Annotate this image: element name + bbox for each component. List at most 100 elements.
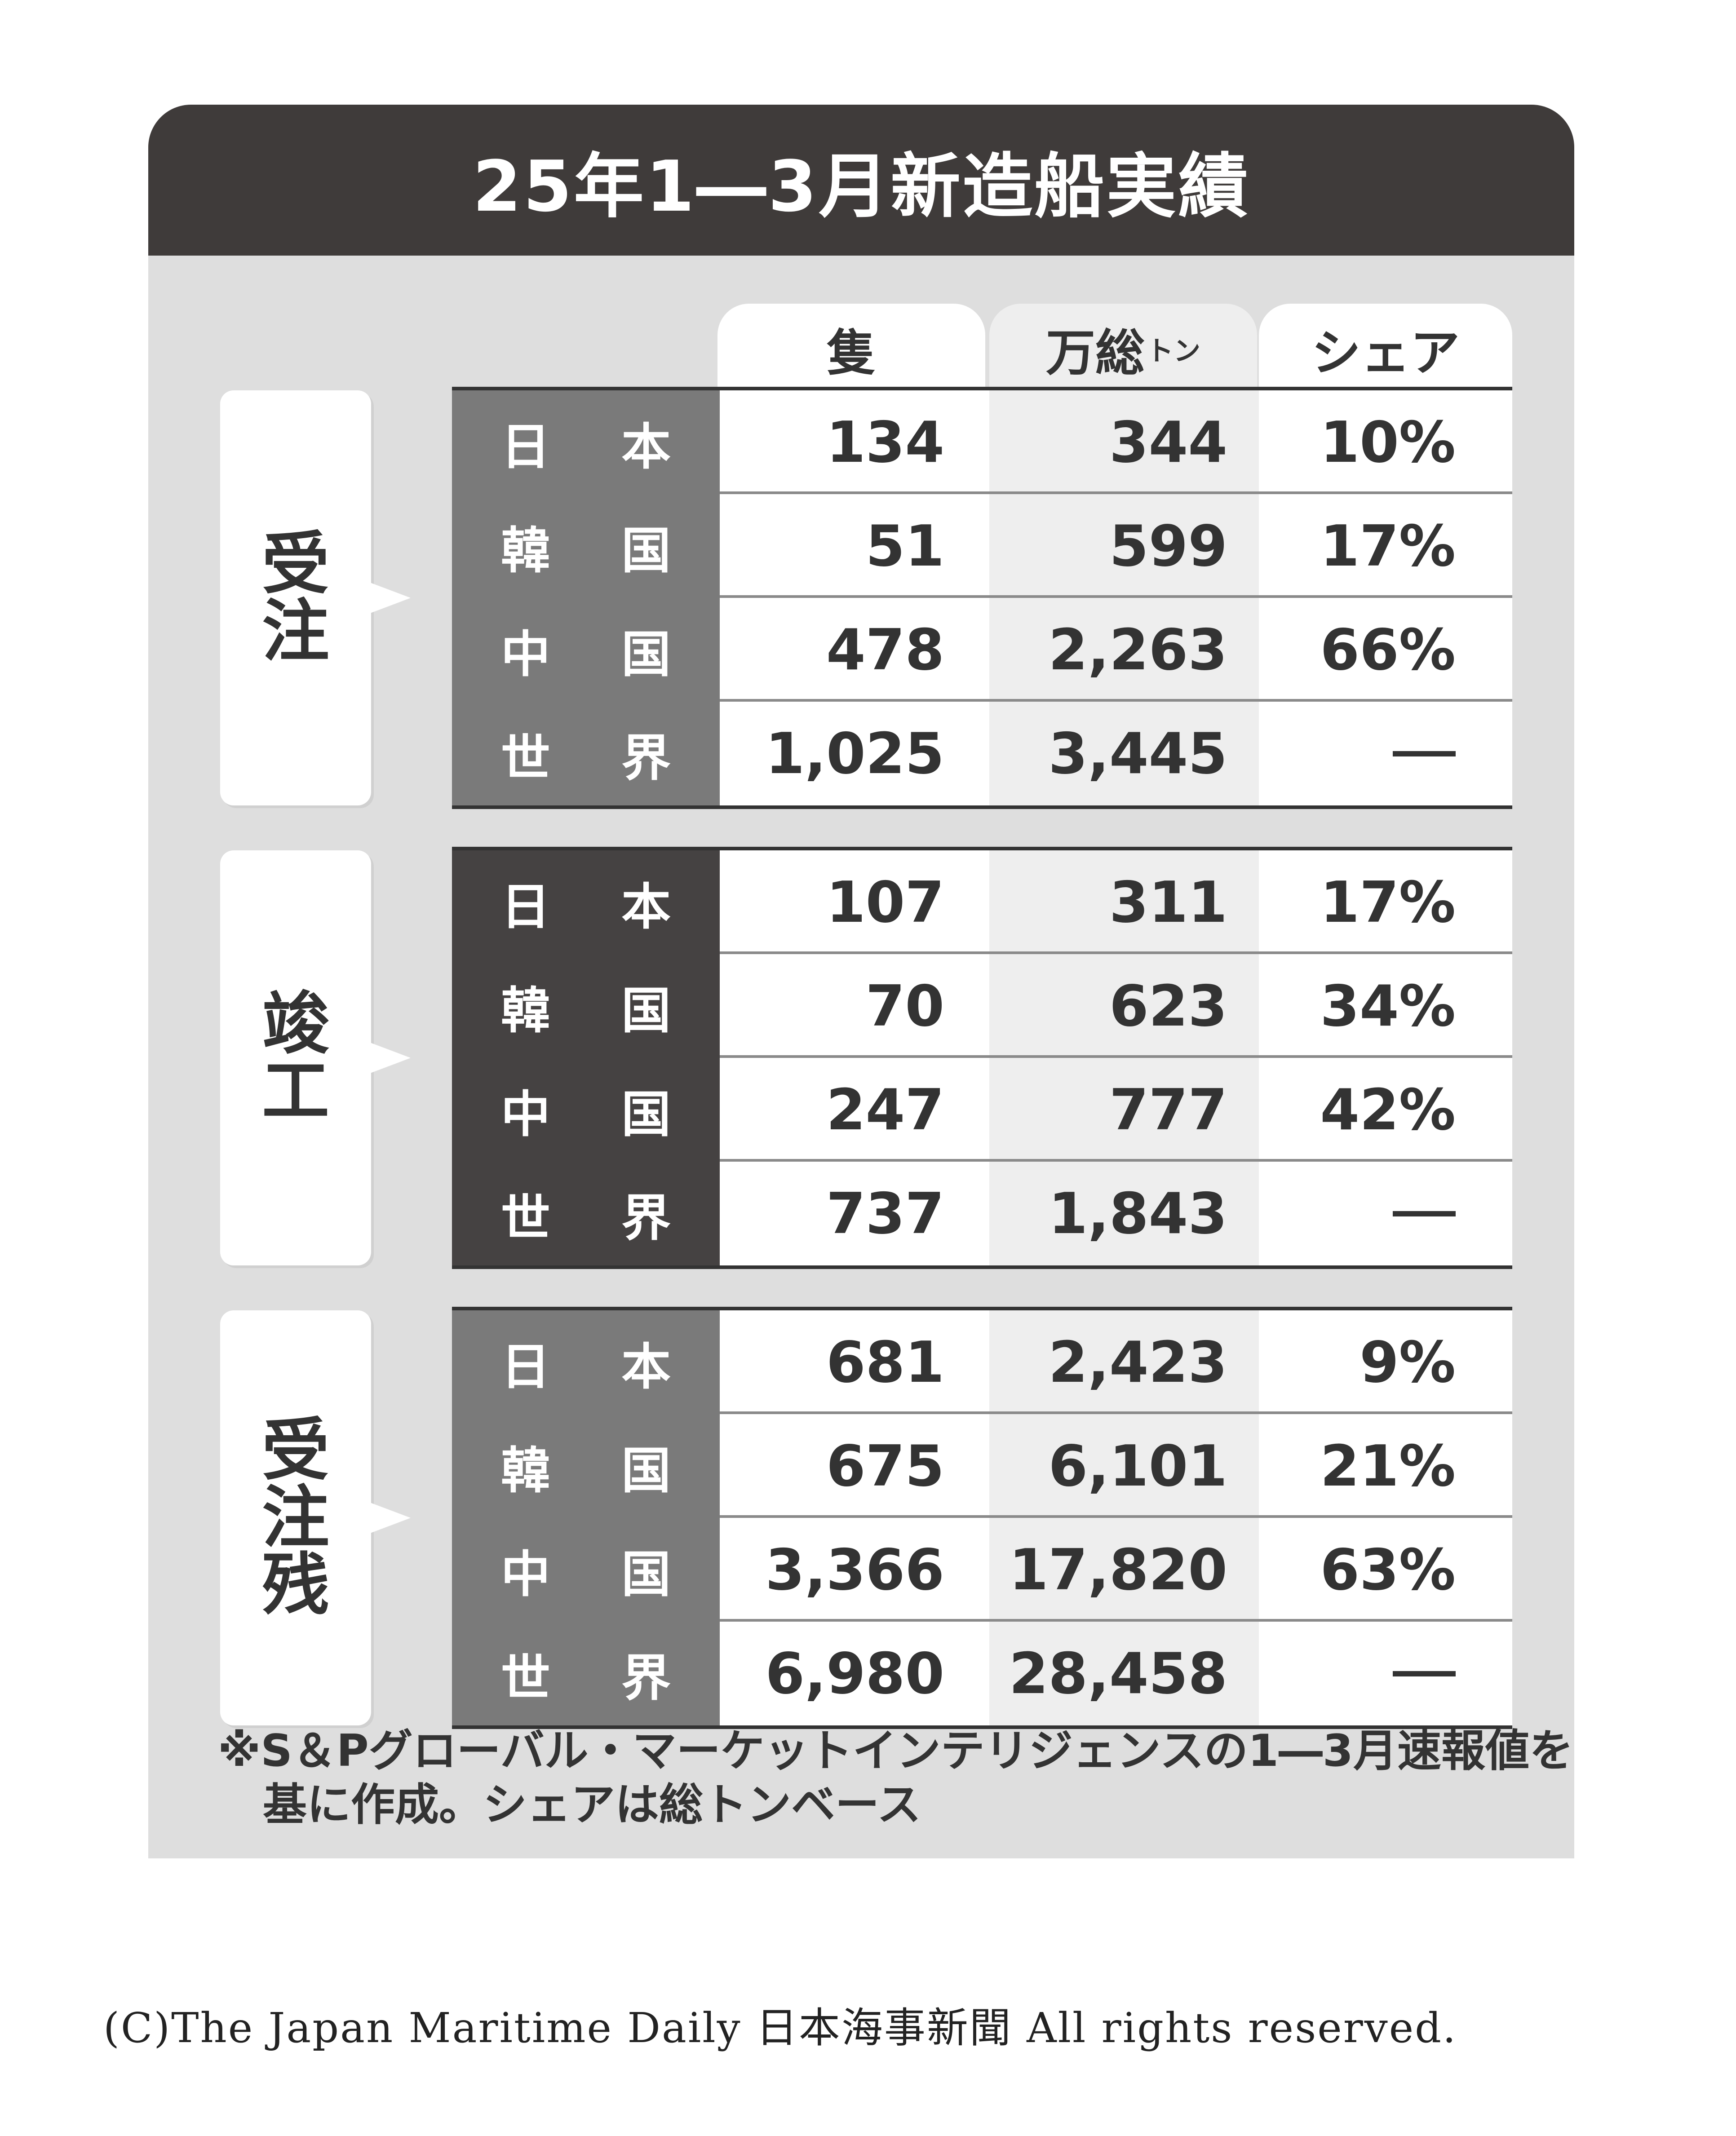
row-country: 韓 国 [452, 1414, 720, 1518]
cell-vessels: 70 [720, 954, 989, 1058]
table-row: 韓 国 675 6,101 21% [452, 1414, 1512, 1518]
row-divider [720, 951, 1512, 954]
cell-gt: 3,445 [989, 702, 1259, 805]
section-bottom-rule [452, 1265, 1512, 1269]
section-top-rule [452, 1307, 1512, 1310]
column-header-share-label: シェア [1311, 324, 1460, 382]
section-tab-orders: 受注 [220, 390, 411, 805]
cell-gt: 28,458 [989, 1622, 1259, 1725]
section-label-char: 受 [261, 525, 329, 603]
footnote-line-1: ※S＆Pグローバル・マーケットインテリジェンスの1―3月速報値を [218, 1725, 1574, 1777]
row-country: 中 国 [452, 1518, 720, 1622]
section-label-orders: 受注 [220, 531, 371, 665]
row-divider [720, 1619, 1512, 1622]
cell-gt: 599 [989, 494, 1259, 598]
row-country: 中 国 [452, 1058, 720, 1162]
row-country: 世 界 [452, 1622, 720, 1725]
section-top-rule [452, 387, 1512, 390]
cell-gt: 2,263 [989, 598, 1259, 702]
table-row: 韓 国 70 623 34% [452, 954, 1512, 1058]
section-label-char: 注 [261, 593, 329, 671]
cell-gt: 1,843 [989, 1162, 1259, 1265]
table-row: 日 本 107 311 17% [452, 850, 1512, 954]
row-country: 世 界 [452, 702, 720, 805]
column-header-vessels: 隻 [717, 304, 985, 394]
row-divider [720, 1055, 1512, 1058]
cell-vessels: 1,025 [720, 702, 989, 805]
section-block-orderbook: 日 本 681 2,423 9% 韓 国 675 6,101 21% 中 国 3,366 17,82… [452, 1307, 1512, 1729]
table-row: 中 国 478 2,263 66% [452, 598, 1512, 702]
cell-gt: 777 [989, 1058, 1259, 1162]
cell-gt: 344 [989, 390, 1259, 494]
row-country: 韓 国 [452, 954, 720, 1058]
section-label-char: 受 [261, 1411, 329, 1490]
table-row: 世 界 1,025 3,445 [452, 702, 1512, 805]
row-divider [720, 595, 1512, 598]
section-pointer-completions [370, 1043, 411, 1073]
cell-vessels: 107 [720, 850, 989, 954]
row-country: 韓 国 [452, 494, 720, 598]
column-header-share: シェア [1259, 304, 1512, 394]
row-country: 日 本 [452, 1310, 720, 1414]
row-country: 世 界 [452, 1162, 720, 1265]
cell-share: 42% [1259, 1058, 1512, 1162]
row-country: 日 本 [452, 390, 720, 494]
section-top-rule [452, 847, 1512, 850]
table-row: 中 国 247 777 42% [452, 1058, 1512, 1162]
cell-gt: 2,423 [989, 1310, 1259, 1414]
cell-share: 10% [1259, 390, 1512, 494]
section-label-char: 竣 [261, 985, 329, 1063]
cell-vessels: 3,366 [720, 1518, 989, 1622]
row-divider [720, 699, 1512, 702]
cell-share: 66% [1259, 598, 1512, 702]
table-title: 25年1―3月新造船実績 [148, 105, 1574, 256]
section-block-completions: 日 本 107 311 17% 韓 国 70 623 34% 中 国 247 777 42% 世 界 73… [452, 847, 1512, 1269]
cell-share: 21% [1259, 1414, 1512, 1518]
table-panel: 25年1―3月新造船実績 隻 万総 トン シェア 受注日 本 134 344 10% 韓 … [148, 105, 1574, 1858]
column-header-gt-label: 万総 [1046, 324, 1145, 382]
dash-mark [1393, 1671, 1456, 1676]
section-block-orders: 日 本 134 344 10% 韓 国 51 599 17% 中 国 478 2,263 66% 世 界… [452, 387, 1512, 809]
cell-share [1259, 702, 1512, 805]
cell-share: 17% [1259, 494, 1512, 598]
cell-gt: 6,101 [989, 1414, 1259, 1518]
row-divider [720, 1411, 1512, 1414]
section-label-completions: 竣工 [220, 991, 371, 1125]
column-header-gt: 万総 トン [989, 304, 1257, 394]
section-tab-completions: 竣工 [220, 850, 411, 1265]
column-header-gt-unit: トン [1147, 335, 1200, 367]
row-country: 中 国 [452, 598, 720, 702]
section-pointer-orders [370, 583, 411, 613]
cell-gt: 311 [989, 850, 1259, 954]
section-bottom-rule [452, 1725, 1512, 1729]
cell-share: 63% [1259, 1518, 1512, 1622]
cell-share [1259, 1622, 1512, 1725]
dash-mark [1393, 751, 1456, 756]
cell-vessels: 51 [720, 494, 989, 598]
cell-vessels: 134 [720, 390, 989, 494]
cell-vessels: 681 [720, 1310, 989, 1414]
section-label-char: 工 [261, 1053, 329, 1131]
row-divider [720, 491, 1512, 494]
row-country: 日 本 [452, 850, 720, 954]
cell-vessels: 675 [720, 1414, 989, 1518]
column-header-vessels-label: 隻 [827, 324, 876, 382]
table-row: 日 本 681 2,423 9% [452, 1310, 1512, 1414]
table-row: 日 本 134 344 10% [452, 390, 1512, 494]
cell-vessels: 6,980 [720, 1622, 989, 1725]
table-row: 世 界 6,980 28,458 [452, 1622, 1512, 1725]
cell-vessels: 737 [720, 1162, 989, 1265]
footnote: ※S＆Pグローバル・マーケットインテリジェンスの1―3月速報値を 基に作成。シェ… [218, 1724, 1573, 1832]
row-divider [720, 1159, 1512, 1162]
cell-share: 9% [1259, 1310, 1512, 1414]
cell-vessels: 247 [720, 1058, 989, 1162]
section-tab-orderbook: 受注残 [220, 1310, 411, 1725]
footnote-line-2: 基に作成。シェアは総トンベース [263, 1779, 921, 1831]
section-bottom-rule [452, 805, 1512, 809]
dash-mark [1393, 1211, 1456, 1216]
copyright-notice: (C)The Japan Maritime Daily 日本海事新聞 All r… [103, 2004, 1457, 2052]
row-divider [720, 1515, 1512, 1518]
cell-gt: 17,820 [989, 1518, 1259, 1622]
cell-share: 34% [1259, 954, 1512, 1058]
section-label-char: 注 [261, 1479, 329, 1557]
